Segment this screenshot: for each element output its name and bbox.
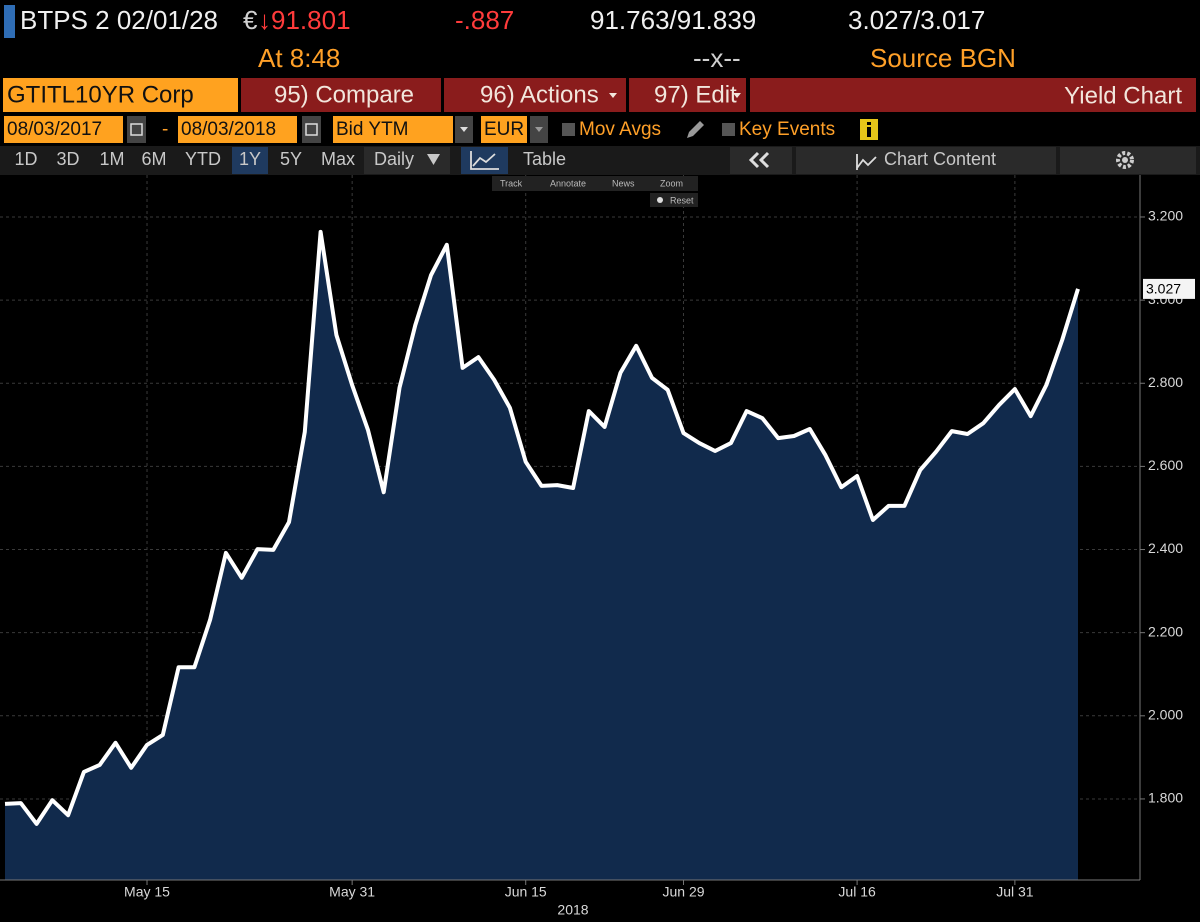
frequency[interactable]: Daily	[374, 149, 414, 169]
x-tick-label: Jun 15	[505, 884, 547, 900]
start-date-box[interactable]	[4, 116, 123, 143]
chart: 1.8002.0002.2002.4002.6002.8003.0003.200…	[0, 175, 1195, 900]
end-date[interactable]: 08/03/2018	[181, 119, 276, 140]
reset-icon	[657, 197, 663, 203]
y-tick-label: 2.000	[1148, 707, 1183, 723]
chart-content-button[interactable]	[796, 147, 1056, 174]
field-box[interactable]	[333, 116, 453, 143]
period-tab[interactable]: 1M	[99, 149, 124, 169]
security: BTPS 2 02/01/28	[20, 5, 218, 35]
y-tick-label: 3.200	[1148, 208, 1183, 224]
dropdown-arrow	[460, 127, 468, 132]
annotate-tool[interactable]: Annotate	[550, 178, 586, 188]
news-tool[interactable]: News	[612, 178, 635, 188]
chart-icon	[470, 151, 499, 170]
settings-button[interactable]	[1060, 147, 1196, 174]
key-events[interactable]: Key Events	[739, 119, 835, 140]
calendar-icon	[305, 123, 318, 136]
x-tick-label: Jul 16	[838, 884, 876, 900]
security-marker	[4, 5, 15, 38]
period-tab[interactable]: Max	[321, 149, 355, 169]
x-tick-label: May 31	[329, 884, 375, 900]
line	[4, 229, 1080, 826]
y-tick-label: 1.800	[1148, 790, 1183, 806]
price: ↓91.801	[258, 5, 351, 35]
checkbox[interactable]	[562, 123, 575, 136]
yields: 3.027/3.017	[848, 5, 985, 35]
chart-content[interactable]: Chart Content	[884, 149, 996, 169]
selected-tab	[232, 147, 268, 174]
title-bar	[750, 78, 1196, 112]
y-tick-label: 2.600	[1148, 457, 1183, 473]
dropdown-arrow	[535, 127, 543, 132]
area	[5, 231, 1078, 880]
field[interactable]: Bid YTM	[336, 119, 409, 140]
currency[interactable]: EUR	[484, 119, 524, 140]
gear-icon	[1122, 157, 1128, 163]
dropdown-arrow	[609, 93, 617, 98]
gear-icon	[1116, 151, 1134, 169]
y-tick-label: 2.800	[1148, 374, 1183, 390]
checkbox[interactable]	[722, 123, 735, 136]
dropdown-arrow	[733, 93, 741, 98]
track-tool[interactable]: Track	[500, 178, 523, 188]
pencil-icon[interactable]	[687, 121, 704, 138]
period-tab[interactable]: YTD	[185, 149, 221, 169]
table-view[interactable]: Table	[523, 149, 566, 169]
info-icon	[867, 127, 871, 137]
edit-button[interactable]	[629, 78, 746, 112]
zoom-tool[interactable]: Zoom	[660, 178, 683, 188]
date-separator: -	[162, 119, 168, 140]
change: -.887	[455, 5, 514, 35]
period-tab[interactable]: 5Y	[280, 149, 302, 169]
x-axis-year: 2018	[557, 902, 588, 918]
last-value-label: 3.027	[1146, 281, 1181, 297]
time: At 8:48	[258, 43, 340, 73]
dropdown-arrow	[427, 154, 440, 165]
function-title: Yield Chart	[1064, 82, 1182, 109]
reset-button[interactable]	[650, 193, 698, 207]
y-tick-label: 2.400	[1148, 540, 1183, 556]
mov-avgs[interactable]: Mov Avgs	[579, 119, 661, 140]
chart-content-icon	[856, 154, 877, 170]
compare-label[interactable]: 95) Compare	[274, 81, 414, 108]
period-tab[interactable]: 3D	[56, 149, 79, 169]
period-tab[interactable]: 1Y	[239, 149, 261, 169]
calendar-button[interactable]	[127, 116, 146, 143]
currency-symbol: €	[243, 5, 258, 35]
source: Source BGN	[870, 43, 1016, 73]
size: --x--	[693, 43, 741, 73]
bid-ask: 91.763/91.839	[590, 5, 756, 35]
ticker-box[interactable]	[3, 78, 238, 112]
info-icon	[867, 122, 871, 125]
period-tab[interactable]: 6M	[141, 149, 166, 169]
edit-label[interactable]: 97) Edit	[654, 81, 737, 108]
calendar-button[interactable]	[302, 116, 321, 143]
last-value-tag	[1143, 278, 1195, 299]
calendar-icon	[130, 123, 143, 136]
actions-button[interactable]	[444, 78, 626, 112]
start-date[interactable]: 08/03/2017	[7, 119, 102, 140]
reset-tool[interactable]: Reset	[670, 195, 694, 205]
actions-label[interactable]: 96) Actions	[480, 81, 599, 108]
ticker[interactable]: GTITL10YR Corp	[7, 81, 194, 108]
x-tick-label: Jul 31	[996, 884, 1034, 900]
y-tick-label: 2.200	[1148, 623, 1183, 639]
end-date-box[interactable]	[178, 116, 297, 143]
period-tabs: 1D 3D 1M 6M YTD 1Y 5Y Max	[14, 147, 355, 174]
period-tab[interactable]: 1D	[14, 149, 37, 169]
currency-box[interactable]	[481, 116, 527, 143]
chart-tools-bar	[492, 176, 698, 191]
x-tick-label: May 15	[124, 884, 170, 900]
compare-button[interactable]	[241, 78, 441, 112]
x-tick-label: Jun 29	[662, 884, 704, 900]
collapse-icon	[748, 151, 770, 169]
